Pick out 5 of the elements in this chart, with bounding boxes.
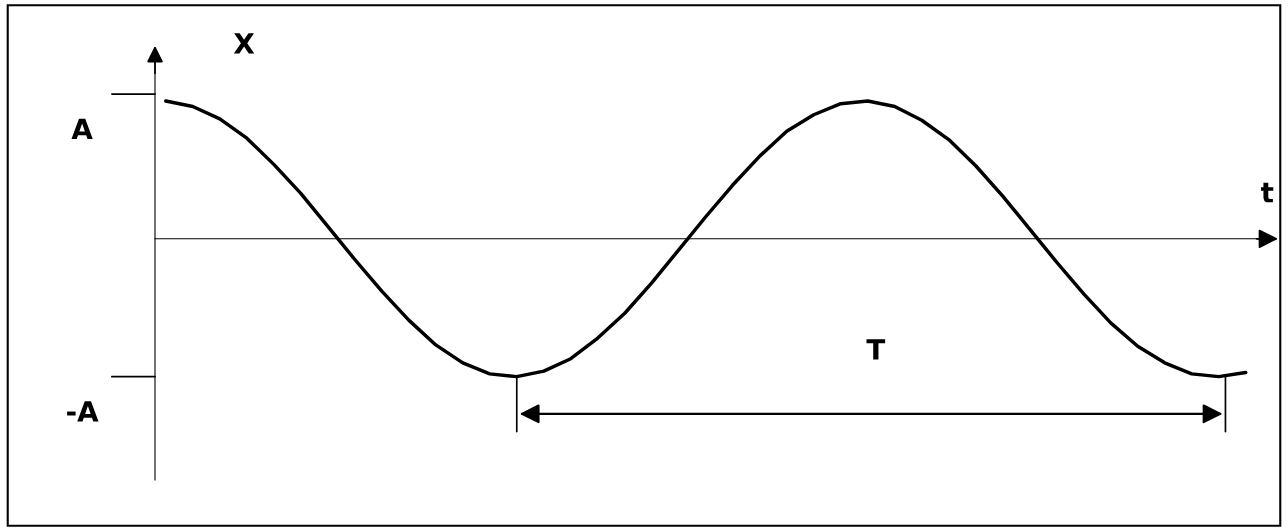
annotation: T <box>866 339 886 360</box>
text: A <box>71 118 93 139</box>
y-axis-title: X <box>233 33 255 54</box>
text: -A <box>67 401 99 422</box>
x-axis-title: t <box>1261 182 1274 203</box>
